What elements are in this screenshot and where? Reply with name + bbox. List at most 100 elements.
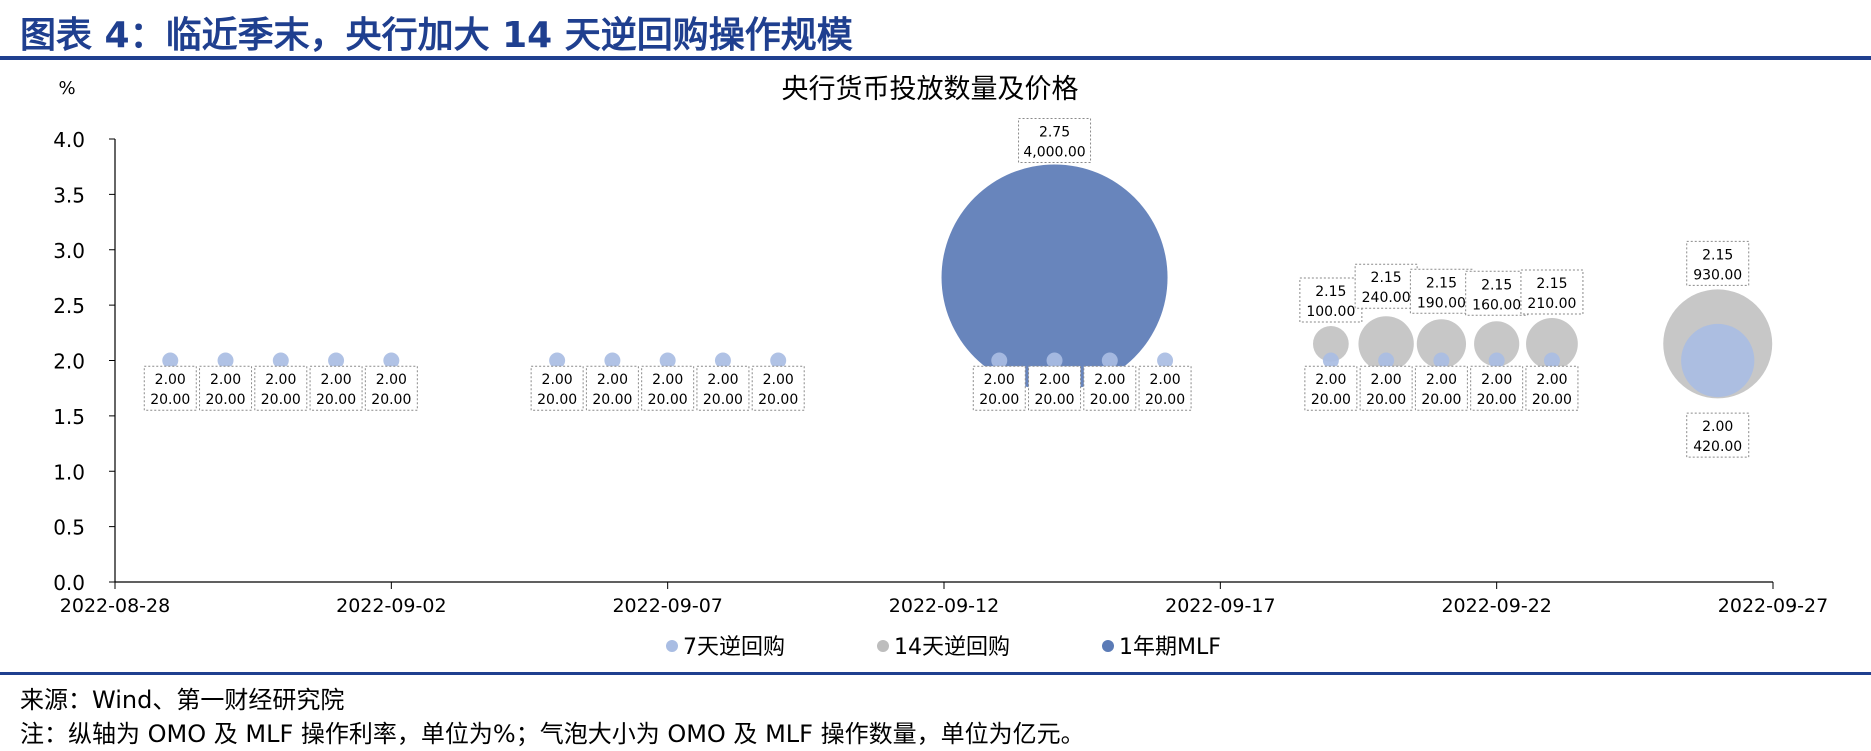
y-tick-label: 2.0	[53, 350, 85, 374]
data-label: 160.00	[1472, 297, 1521, 313]
data-label: 2.00	[1481, 372, 1512, 388]
y-tick-label: 3.5	[53, 183, 85, 207]
bubble-7天逆回购	[162, 352, 179, 369]
bubble-14天逆回购	[1526, 317, 1578, 370]
bubble-14天逆回购	[1358, 316, 1414, 372]
x-tick-label: 2022-09-22	[1441, 595, 1551, 617]
bubble-7天逆回购	[328, 352, 345, 369]
legend-label: 7天逆回购	[683, 635, 785, 660]
data-label: 20.00	[1477, 392, 1517, 408]
data-label: 210.00	[1527, 296, 1576, 312]
data-label: 20.00	[1311, 392, 1351, 408]
data-label: 2.00	[320, 372, 351, 388]
data-label-box	[1299, 277, 1363, 323]
figure-title: 图表 4：临近季末，央行加大 14 天逆回购操作规模	[20, 15, 853, 56]
legend: 7天逆回购 14天逆回购 1年期MLF	[666, 635, 1221, 660]
data-label: 2.00	[1702, 419, 1733, 435]
data-label: 2.00	[210, 372, 241, 388]
bubble-7天逆回购	[1543, 352, 1560, 369]
data-label-box	[254, 365, 308, 411]
data-label-box	[530, 365, 584, 411]
data-label: 20.00	[703, 392, 743, 408]
data-label: 20.00	[537, 392, 577, 408]
data-label: 2.15	[1481, 277, 1512, 293]
data-label: 2.00	[1426, 372, 1457, 388]
data-label: 20.00	[371, 392, 411, 408]
x-tick-label: 2022-09-07	[612, 595, 722, 617]
data-label-box	[1470, 365, 1524, 411]
data-label-box	[1686, 412, 1750, 458]
top-rule	[0, 56, 1871, 60]
data-label: 2.15	[1371, 270, 1402, 286]
data-label: 20.00	[1145, 392, 1185, 408]
y-tick-label: 0.0	[53, 571, 85, 595]
data-labels: 2.00 20.00 2.00 20.00 2.00 20.00 2.00 20.00 2.00…	[143, 117, 1750, 458]
bubble-7天逆回购	[1681, 323, 1755, 398]
bubble-7天逆回购	[549, 352, 566, 369]
bubble-14天逆回购	[1474, 321, 1520, 367]
data-label-box	[1083, 365, 1137, 411]
footnote: 注：纵轴为 OMO 及 MLF 操作利率，单位为%；气泡大小为 OMO 及 ML…	[20, 720, 1085, 748]
data-label: 2.15	[1426, 275, 1457, 291]
bubble-7天逆回购	[1322, 352, 1339, 369]
data-label: 2.00	[542, 372, 573, 388]
data-label-box	[1359, 365, 1413, 411]
data-label: 20.00	[1532, 392, 1572, 408]
data-label: 2.00	[984, 372, 1015, 388]
data-label: 2.00	[597, 372, 628, 388]
data-label: 20.00	[1366, 392, 1406, 408]
bubble-chart: 央行货币投放数量及价格 % 0.0 0.5 1.0 1.5 2.0 2.5 3.0 3.5 4.…	[53, 74, 1828, 660]
legend-marker	[1102, 640, 1114, 652]
bubble-7天逆回购	[1433, 352, 1450, 369]
data-label: 4,000.00	[1023, 144, 1085, 160]
data-label: 2.00	[1094, 372, 1125, 388]
data-label: 2.00	[265, 372, 296, 388]
bubble-7天逆回购	[1378, 352, 1395, 369]
data-label: 2.00	[652, 372, 683, 388]
data-label: 20.00	[150, 392, 190, 408]
bubbles	[162, 164, 1773, 399]
data-label-box	[1028, 365, 1082, 411]
source-note: 来源：Wind、第一财经研究院	[20, 686, 345, 714]
data-label: 2.00	[1536, 372, 1567, 388]
data-label: 20.00	[758, 392, 798, 408]
data-label: 2.15	[1315, 284, 1346, 300]
data-label: 2.00	[1315, 372, 1346, 388]
data-label-box	[1138, 365, 1192, 411]
data-label-box	[199, 365, 253, 411]
y-tick-label: 2.5	[53, 294, 85, 318]
data-label: 930.00	[1693, 267, 1742, 283]
data-label: 20.00	[1034, 392, 1074, 408]
y-tick-label: 3.0	[53, 239, 85, 263]
data-label-box	[1465, 270, 1529, 316]
data-label: 240.00	[1362, 290, 1411, 306]
data-label: 20.00	[205, 392, 245, 408]
bubble-7天逆回购	[383, 352, 400, 369]
axes: 0.0 0.5 1.0 1.5 2.0 2.5 3.0 3.5 4.0 2022-08-28 202…	[53, 128, 1828, 617]
data-label: 420.00	[1693, 439, 1742, 455]
bubble-7天逆回购	[1101, 352, 1118, 369]
data-label: 20.00	[1421, 392, 1461, 408]
y-tick-label: 4.0	[53, 128, 85, 152]
data-label-box	[1354, 263, 1418, 309]
data-label: 2.00	[1149, 372, 1180, 388]
x-tick-label: 2022-09-12	[889, 595, 999, 617]
legend-label: 14天逆回购	[894, 635, 1010, 660]
bubble-7天逆回购	[991, 352, 1008, 369]
data-label-box	[972, 365, 1026, 411]
data-label: 2.75	[1039, 124, 1070, 140]
data-label: 20.00	[1090, 392, 1130, 408]
data-label-box	[1414, 365, 1468, 411]
bubble-7天逆回购	[714, 352, 731, 369]
data-label-box	[585, 365, 639, 411]
data-label: 2.00	[1371, 372, 1402, 388]
bubble-7天逆回购	[1046, 352, 1063, 369]
data-label-box	[1525, 365, 1579, 411]
bubble-1年期MLF	[941, 164, 1168, 391]
y-axis-unit: %	[58, 78, 75, 99]
data-label: 20.00	[979, 392, 1019, 408]
bubble-14天逆回购	[1312, 326, 1349, 362]
legend-marker	[666, 640, 678, 652]
bubble-7天逆回购	[217, 352, 234, 369]
bubble-14天逆回购	[1416, 319, 1467, 369]
